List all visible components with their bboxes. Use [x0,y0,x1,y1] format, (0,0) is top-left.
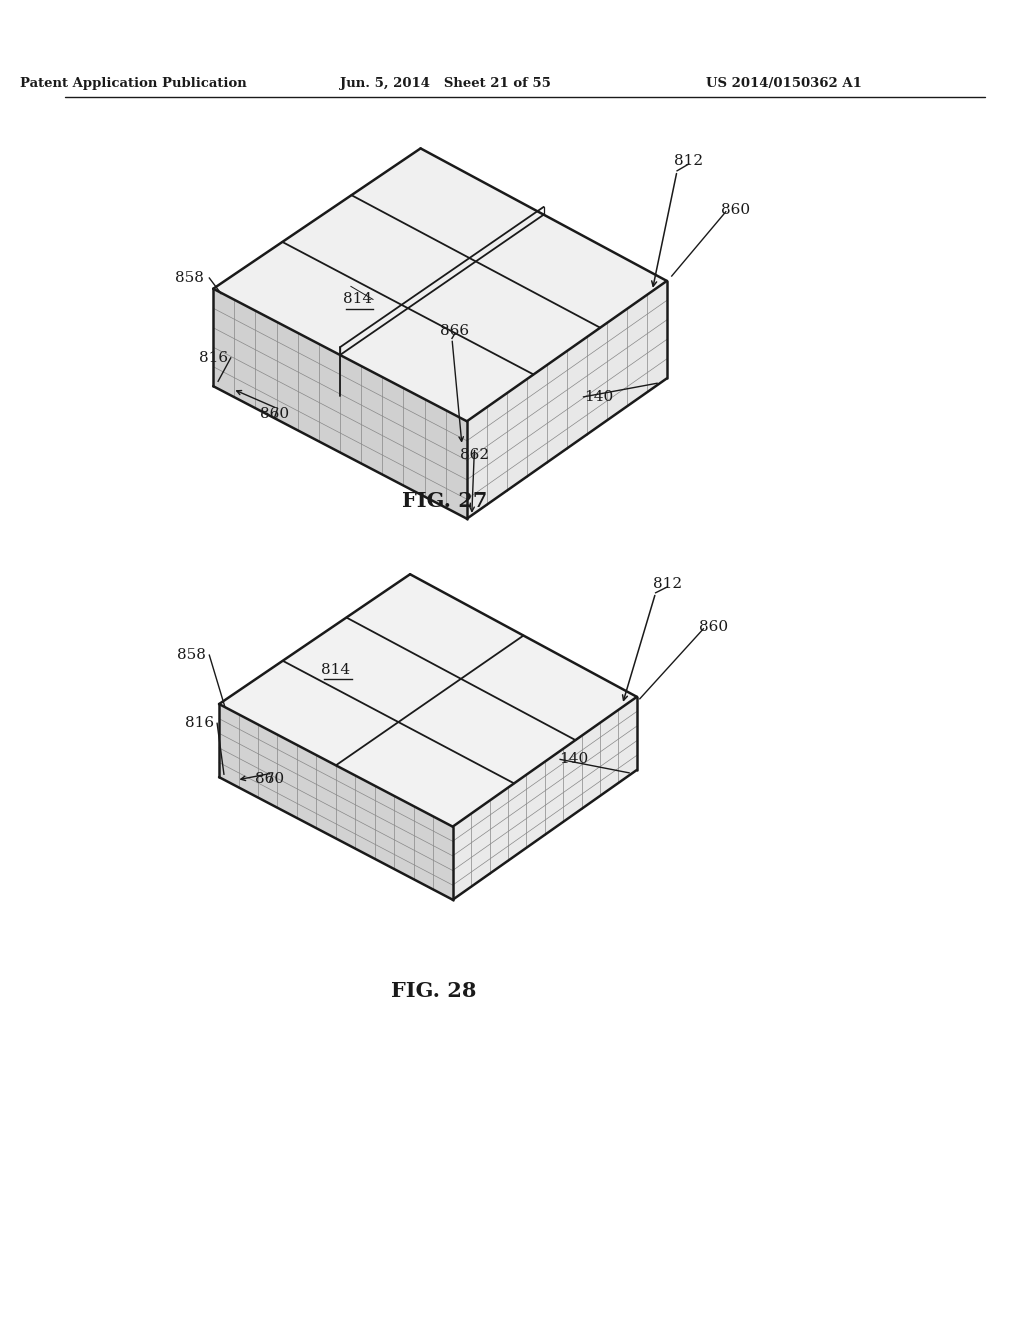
Text: 816: 816 [199,351,227,364]
Text: 860: 860 [260,408,289,421]
Text: 866: 866 [440,323,469,338]
Text: 862: 862 [460,449,488,462]
Text: 858: 858 [177,648,206,663]
Text: 814: 814 [322,663,350,677]
Text: US 2014/0150362 A1: US 2014/0150362 A1 [707,77,862,90]
Text: 812: 812 [652,577,682,591]
Polygon shape [219,574,637,826]
Text: Jun. 5, 2014   Sheet 21 of 55: Jun. 5, 2014 Sheet 21 of 55 [340,77,551,90]
Text: Patent Application Publication: Patent Application Publication [19,77,247,90]
Text: 814: 814 [343,293,372,306]
Text: 858: 858 [175,271,204,285]
Polygon shape [453,697,637,900]
Polygon shape [213,289,467,519]
Polygon shape [467,281,667,519]
Polygon shape [219,704,453,900]
Text: 140: 140 [559,752,589,767]
Text: FIG. 27: FIG. 27 [402,491,487,511]
Text: FIG. 28: FIG. 28 [391,981,476,1002]
Text: 816: 816 [185,717,214,730]
Polygon shape [213,148,667,421]
Text: 860: 860 [721,203,751,216]
Text: 860: 860 [255,772,285,785]
Text: 140: 140 [585,389,613,404]
Text: 860: 860 [698,620,728,634]
Text: 812: 812 [674,154,703,168]
